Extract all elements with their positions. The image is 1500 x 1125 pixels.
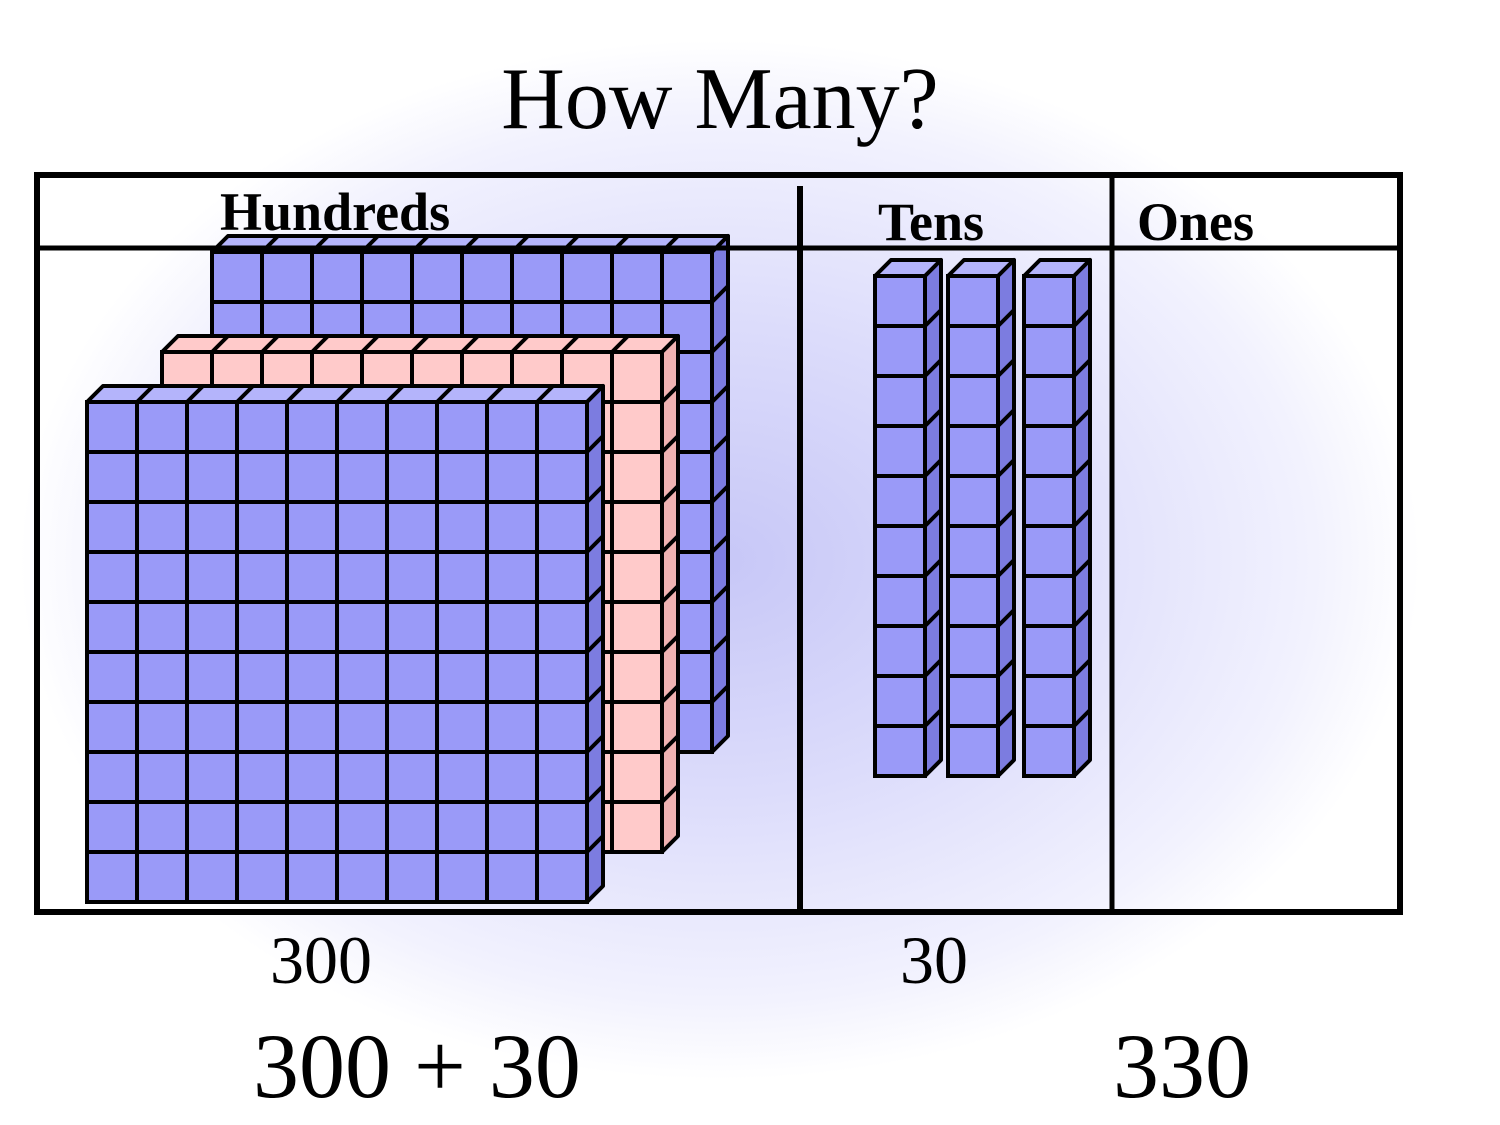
- table-frame: [34, 172, 1403, 915]
- blocks-layer: [85, 234, 1092, 904]
- column-header-ones: Ones: [1137, 192, 1255, 252]
- column-header-tens: Tens: [878, 192, 985, 252]
- expanded-form-expression: 300 + 30: [253, 1015, 581, 1117]
- page-title: How Many?: [501, 51, 939, 148]
- hundreds-value: 300: [270, 922, 372, 998]
- tens-value: 30: [900, 922, 968, 998]
- ten-rod: [873, 258, 943, 778]
- hundred-flat: [85, 384, 605, 904]
- ten-rod: [1022, 258, 1092, 778]
- ten-rod: [946, 258, 1016, 778]
- total-value: 330: [1113, 1015, 1251, 1117]
- place-value-table: [34, 172, 1403, 915]
- column-header-hundreds: Hundreds: [220, 182, 451, 242]
